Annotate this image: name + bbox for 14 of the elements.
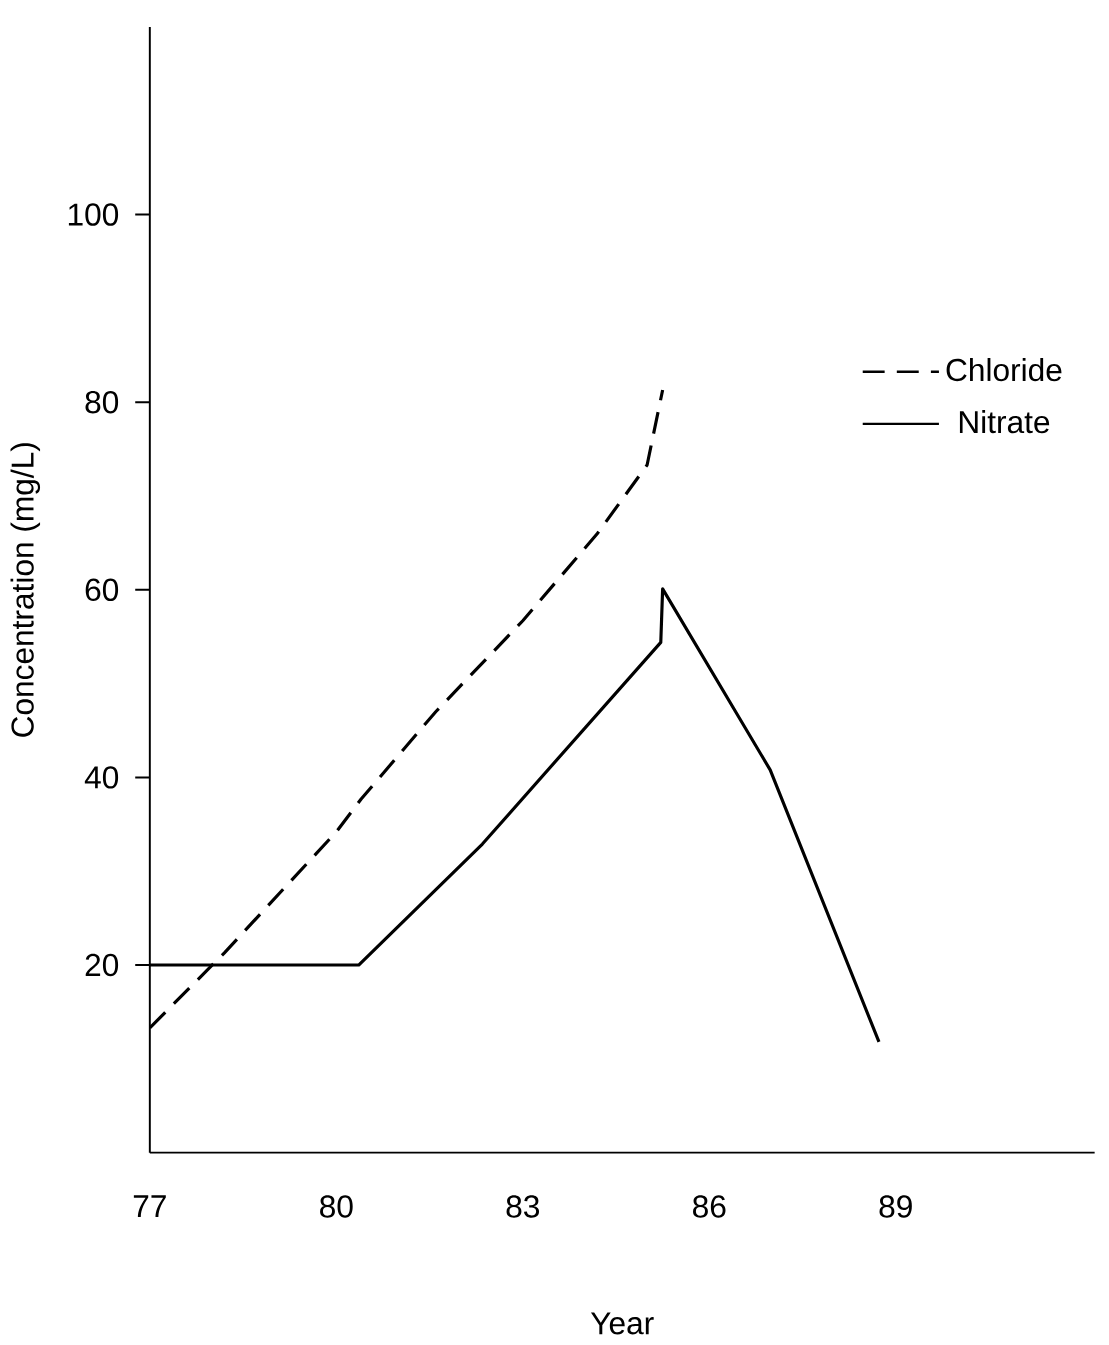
y-axis-title: Concentration (mg/L) bbox=[10, 443, 41, 737]
y-tick-label: 40 bbox=[84, 766, 119, 789]
legend-label: Nitrate bbox=[959, 410, 1050, 434]
x-tick-label: 83 bbox=[506, 1195, 539, 1218]
x-tick-label: 86 bbox=[693, 1195, 726, 1218]
x-tick-label: 77 bbox=[133, 1195, 166, 1218]
y-tick-label: 20 bbox=[85, 953, 119, 977]
x-axis-title: Year bbox=[590, 1312, 654, 1335]
y-tick-label: 80 bbox=[85, 390, 119, 414]
legend-label: Chloride bbox=[946, 357, 1062, 382]
y-tick-label: 60 bbox=[85, 578, 119, 601]
x-tick-label: 89 bbox=[879, 1195, 912, 1218]
x-tick-label: 80 bbox=[320, 1195, 353, 1218]
y-tick-label: 100 bbox=[68, 203, 119, 226]
